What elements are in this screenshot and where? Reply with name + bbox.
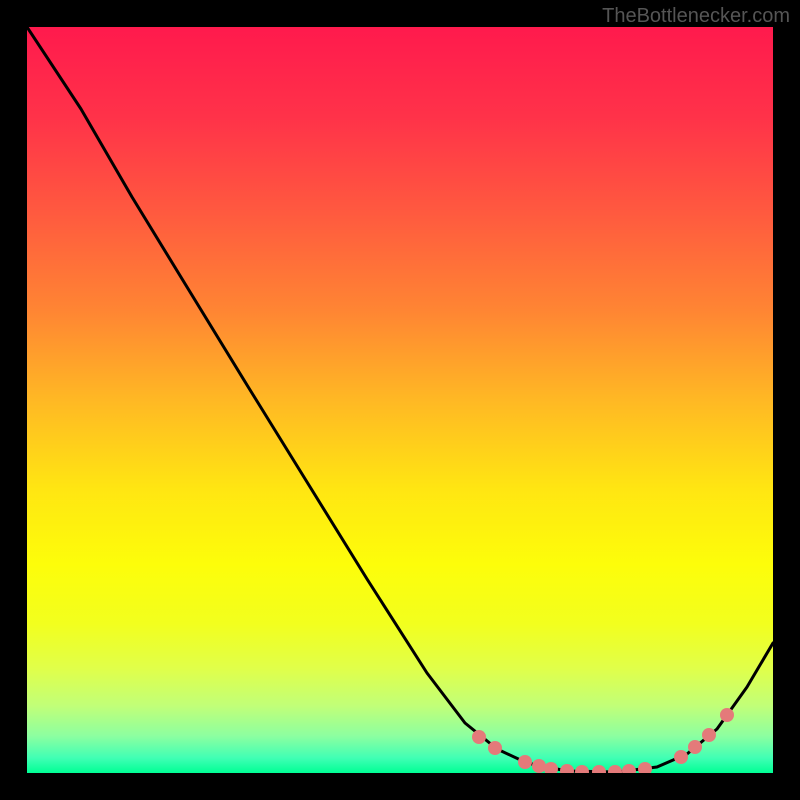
- watermark-text: TheBottlenecker.com: [602, 5, 790, 28]
- curve-marker: [622, 764, 636, 773]
- curve-marker: [560, 764, 574, 773]
- curve-marker: [608, 765, 622, 773]
- curve-marker: [638, 762, 652, 773]
- curve-marker: [518, 755, 532, 769]
- curve-path: [27, 27, 773, 772]
- curve-marker: [544, 762, 558, 773]
- chart-frame: [27, 27, 773, 773]
- curve-marker: [674, 750, 688, 764]
- bottleneck-curve: [27, 27, 773, 773]
- curve-marker: [720, 708, 734, 722]
- curve-marker: [532, 759, 546, 773]
- curve-marker: [702, 728, 716, 742]
- curve-marker: [688, 740, 702, 754]
- curve-marker: [488, 741, 502, 755]
- curve-marker: [575, 765, 589, 773]
- curve-marker: [472, 730, 486, 744]
- markers-group: [472, 708, 734, 773]
- curve-marker: [592, 765, 606, 773]
